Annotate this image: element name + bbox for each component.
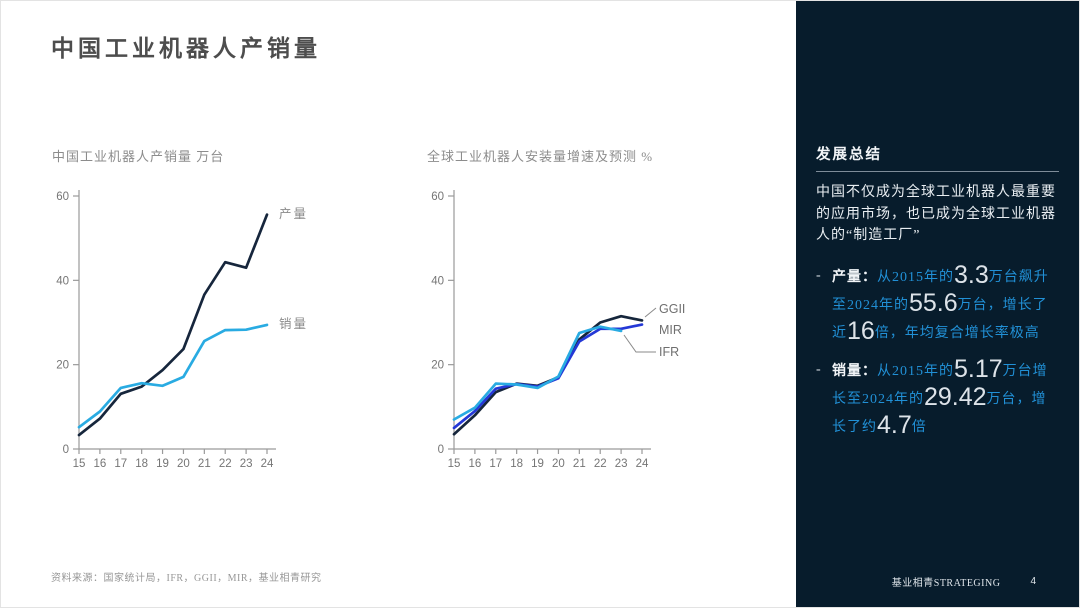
bullet-segment-big: 3.3: [954, 261, 989, 290]
chart-block-china: 中国工业机器人产销量 万台 0 20 40 60 15 16 17 18 19 20 21 22 23 2…: [46, 146, 416, 481]
bullet-dash: -: [816, 361, 821, 377]
svg-text:18: 18: [510, 458, 523, 470]
bullet-segment-big: 55.6: [909, 288, 958, 317]
bullet-segment-blue: 万台，增长了近: [832, 297, 1048, 341]
bullet-segment-blue: 万台增长至2024年的: [832, 363, 1048, 407]
svg-text:24: 24: [261, 458, 274, 470]
svg-text:20: 20: [431, 360, 444, 372]
svg-text:20: 20: [177, 458, 190, 470]
bullet-segment-label: 产量：: [832, 270, 877, 286]
svg-text:21: 21: [198, 458, 211, 470]
svg-text:0: 0: [438, 444, 444, 456]
svg-text:60: 60: [431, 191, 444, 203]
svg-text:17: 17: [489, 458, 502, 470]
bullet-segment-big: 29.42: [924, 382, 987, 411]
chart-subtitle-global: 全球工业机器人安装量增速及预测 %: [427, 149, 654, 164]
svg-text:23: 23: [615, 458, 628, 470]
svg-text:IFR: IFR: [659, 345, 679, 359]
svg-text:产量: 产量: [279, 207, 308, 221]
svg-text:0: 0: [63, 444, 69, 456]
sidebar-header: 发展总结: [816, 143, 1059, 172]
svg-text:16: 16: [468, 458, 481, 470]
svg-text:GGII: GGII: [659, 302, 685, 316]
page-number: 4: [1030, 576, 1036, 587]
bullet-segment-blue: 从2015年的: [877, 363, 954, 379]
svg-text:18: 18: [135, 458, 148, 470]
svg-text:40: 40: [56, 275, 69, 287]
svg-text:40: 40: [431, 275, 444, 287]
bullet-text: 产量：从2015年的3.3万台飙升至2024年的55.6万台，增长了近16倍，年…: [832, 263, 1059, 347]
bullet-segment-blue: 万台飙升至2024年的: [832, 270, 1049, 313]
svg-text:19: 19: [531, 458, 544, 470]
bullet-segment-blue: 万台，增长了约: [832, 391, 1047, 435]
bullet-segment-big: 4.7: [877, 410, 912, 439]
bullet-list: - 产量：从2015年的3.3万台飙升至2024年的55.6万台，增长了近16倍，…: [816, 263, 1059, 440]
svg-text:19: 19: [156, 458, 169, 470]
svg-text:22: 22: [594, 458, 607, 470]
svg-text:24: 24: [636, 458, 649, 470]
bullet-segment-blue: 倍: [911, 419, 927, 435]
line-chart-global: 0 20 40 60 15 16 17 18 19 20 21 22 23 24 GGII MIR IFR: [431, 190, 685, 470]
chart-block-global: 全球工业机器人安装量增速及预测 % 0 20 40 60 15 16 17 18 19 20 21 2…: [421, 146, 791, 481]
bullet-segment-blue: 从2015年的: [877, 270, 954, 286]
svg-text:20: 20: [56, 360, 69, 372]
svg-text:17: 17: [114, 458, 127, 470]
sidebar-paragraph: 中国不仅成为全球工业机器人最重要的应用市场，也已成为全球工业机器人的“制造工厂”: [816, 185, 1056, 244]
bullet-item: - 销量：从2015年的5.17万台增长至2024年的29.42万台，增长了约4.…: [816, 354, 1059, 441]
svg-text:20: 20: [552, 458, 565, 470]
bullet-segment-blue: 倍，年均复合增长率极高: [874, 325, 1040, 341]
sidebar-footer: 基业相青STRATEGING 4: [796, 574, 1079, 589]
svg-text:21: 21: [573, 458, 586, 470]
bullet-segment-label: 销量：: [832, 363, 877, 379]
bullet-segment-big: 16: [847, 316, 875, 345]
svg-text:16: 16: [93, 458, 106, 470]
chart-subtitle-china: 中国工业机器人产销量 万台: [52, 149, 225, 164]
source-note: 资料来源：国家统计局，IFR，GGII，MIR，基业相青研究: [51, 573, 322, 584]
svg-text:销量: 销量: [279, 317, 308, 331]
svg-text:15: 15: [73, 458, 86, 470]
page-title: 中国工业机器人产销量: [51, 36, 321, 61]
bullet-dash: -: [816, 268, 821, 284]
svg-text:15: 15: [448, 458, 461, 470]
svg-text:MIR: MIR: [659, 323, 682, 337]
bullet-segment-big: 5.17: [954, 354, 1003, 383]
bullet-item: - 产量：从2015年的3.3万台飙升至2024年的55.6万台，增长了近16倍，…: [816, 263, 1059, 347]
svg-text:23: 23: [240, 458, 253, 470]
svg-text:60: 60: [56, 191, 69, 203]
summary-sidebar: 发展总结 中国不仅成为全球工业机器人最重要的应用市场，也已成为全球工业机器人的“…: [796, 1, 1079, 607]
svg-text:22: 22: [219, 458, 232, 470]
bullet-text: 销量：从2015年的5.17万台增长至2024年的29.42万台，增长了约4.7…: [832, 354, 1059, 441]
footer-brand: 基业相青STRATEGING: [891, 578, 1001, 589]
